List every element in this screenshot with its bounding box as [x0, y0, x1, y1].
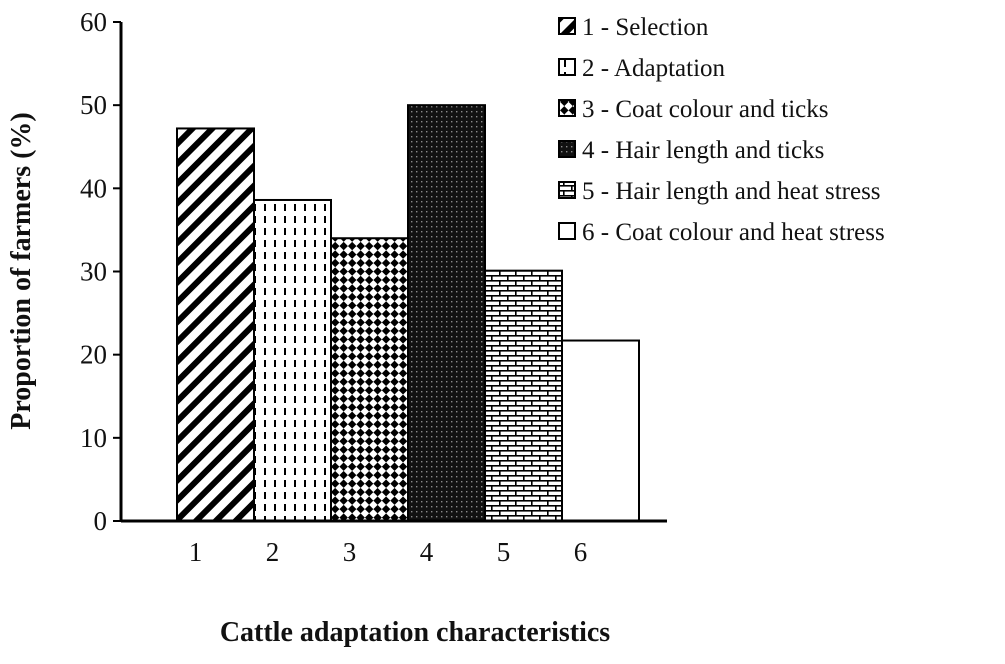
legend-label: 5 - Hair length and heat stress — [582, 178, 881, 205]
legend-label: 2 - Adaptation — [582, 55, 726, 82]
y-tick-label: 10 — [80, 423, 107, 453]
legend-swatch — [558, 99, 576, 117]
y-axis-ticks: 0 10 20 30 40 50 60 — [80, 7, 121, 536]
bar-1 — [176, 127, 255, 522]
bar-5 — [484, 269, 563, 522]
y-tick-label: 30 — [80, 257, 107, 287]
legend-label: 4 - Hair length and ticks — [582, 137, 824, 164]
bars-group — [176, 104, 640, 523]
y-axis-title: Proportion of farmers (%) — [6, 112, 37, 430]
x-axis-ticks: 1 2 3 4 5 6 — [189, 537, 588, 567]
x-axis-title: Cattle adaptation characteristics — [220, 617, 610, 648]
bar-6 — [561, 339, 640, 522]
y-tick-label: 0 — [94, 506, 108, 536]
legend-swatch — [558, 58, 576, 76]
legend-swatch — [558, 181, 576, 199]
bar-3 — [330, 237, 409, 522]
legend-label: 1 - Selection — [582, 14, 709, 41]
bar-4 — [407, 104, 486, 523]
legend-label: 6 - Coat colour and heat stress — [582, 219, 885, 246]
y-tick-label: 50 — [80, 90, 107, 120]
y-tick-label: 20 — [80, 340, 107, 370]
x-tick-label: 4 — [420, 537, 434, 567]
x-tick-label: 1 — [189, 537, 203, 567]
legend-swatch — [558, 17, 576, 35]
legend-swatch — [558, 140, 576, 158]
bar-2 — [253, 198, 332, 523]
legend-swatch — [558, 222, 576, 240]
y-tick-label: 60 — [80, 7, 107, 37]
x-tick-label: 2 — [266, 537, 280, 567]
x-tick-label: 5 — [497, 537, 511, 567]
legend-label: 3 - Coat colour and ticks — [582, 96, 828, 123]
legend: 1 - Selection 2 - Adaptation 3 - Coat colo… — [558, 14, 885, 246]
y-tick-label: 40 — [80, 173, 107, 203]
x-tick-label: 6 — [574, 537, 588, 567]
x-tick-label: 3 — [343, 537, 357, 567]
